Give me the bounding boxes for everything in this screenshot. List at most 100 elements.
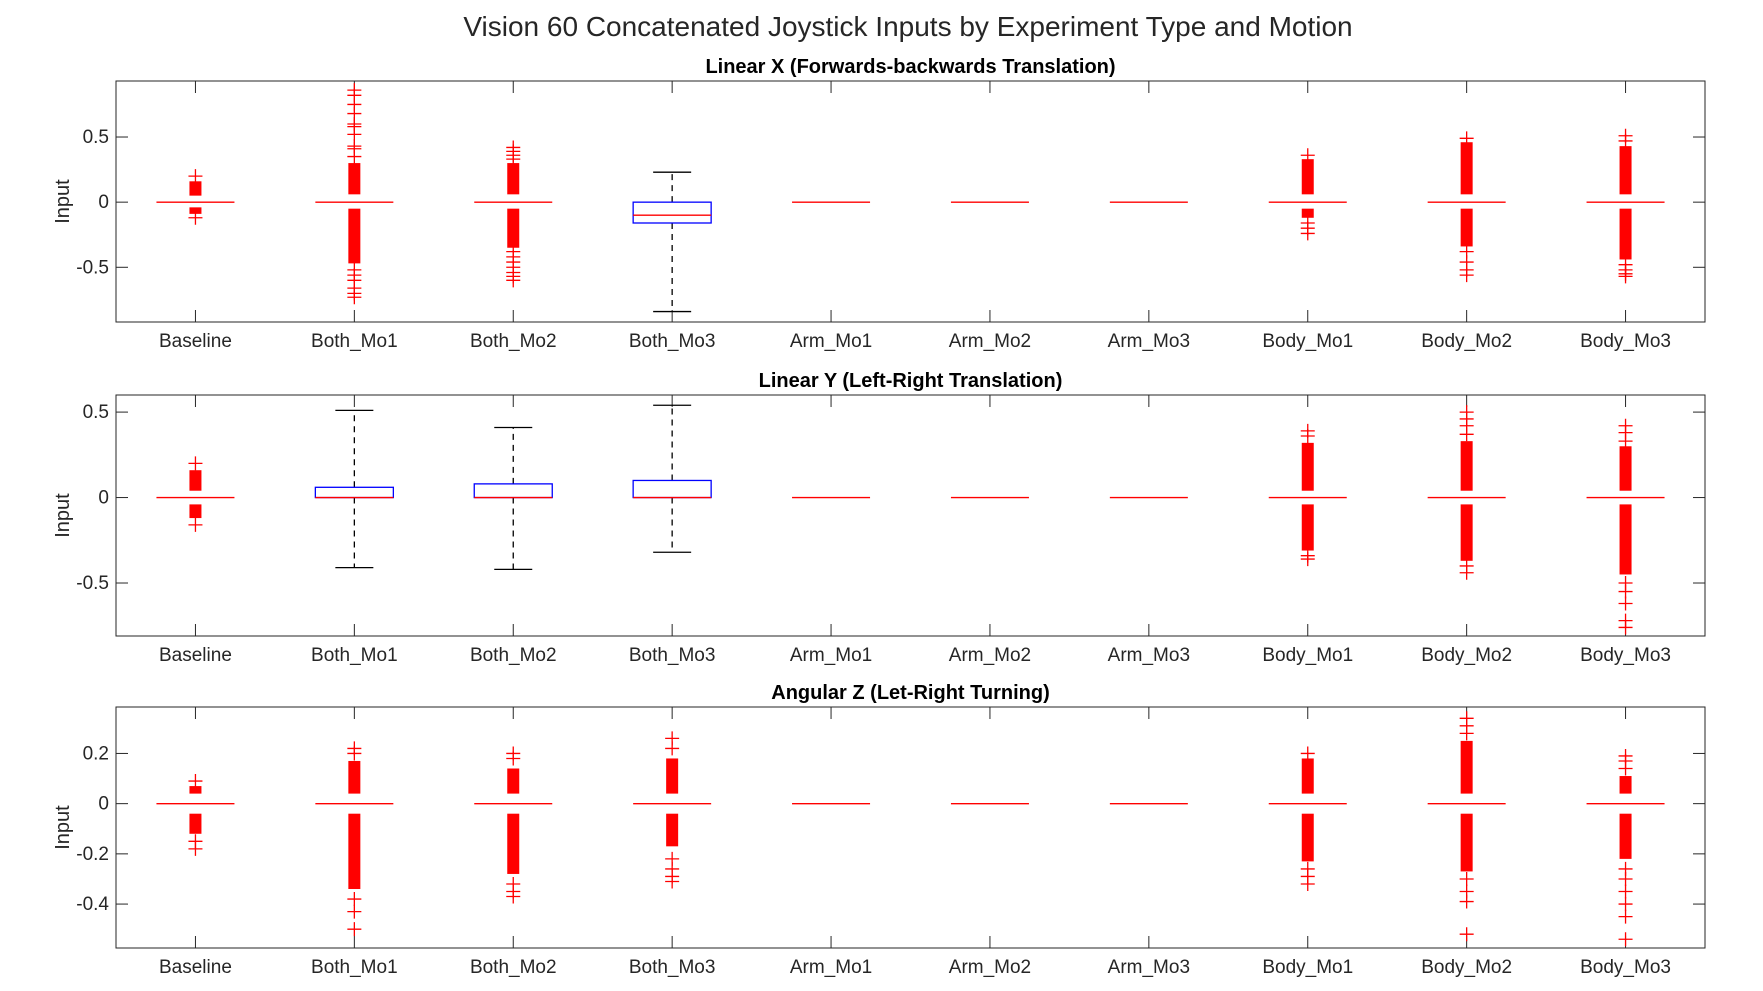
outlier-cluster xyxy=(1301,159,1314,195)
outlier-cluster xyxy=(1460,504,1473,561)
x-tick-label: Both_Mo2 xyxy=(470,645,557,666)
y-axis-label: Input xyxy=(52,493,74,538)
box-Body_Mo1 xyxy=(1268,423,1347,567)
iqr-box xyxy=(632,201,712,224)
x-tick-label: Both_Mo2 xyxy=(470,331,557,352)
outlier-point xyxy=(1618,748,1633,763)
x-tick-label: Both_Mo3 xyxy=(629,645,716,666)
box-Body_Mo3 xyxy=(1586,128,1665,284)
outlier-cluster xyxy=(189,181,202,196)
outlier-cluster xyxy=(348,163,361,195)
box-Both_Mo1 xyxy=(315,83,394,305)
outlier-point xyxy=(506,746,521,761)
subplots: Linear X (Forwards-backwards Translation… xyxy=(52,56,1706,978)
outlier-point xyxy=(347,904,362,919)
box-Body_Mo1 xyxy=(1268,746,1347,891)
outlier-point xyxy=(1618,418,1633,433)
outlier-point xyxy=(1618,932,1633,947)
y-tick-label: -0.4 xyxy=(76,894,109,915)
outlier-cluster xyxy=(189,504,202,519)
x-tick-label: Both_Mo1 xyxy=(311,645,398,666)
box-Body_Mo1 xyxy=(1268,148,1347,241)
subplot-title: Linear Y (Left-Right Translation) xyxy=(759,370,1063,392)
outlier-point xyxy=(1618,620,1633,635)
outlier-point xyxy=(188,210,203,225)
outlier-point xyxy=(1618,596,1633,611)
outlier-cluster xyxy=(348,760,361,794)
outlier-point xyxy=(188,841,203,856)
outlier-cluster xyxy=(189,470,202,491)
box-Both_Mo1 xyxy=(314,409,395,569)
x-tick-label: Both_Mo2 xyxy=(470,957,557,978)
subplot-title: Linear X (Forwards-backwards Translation… xyxy=(705,56,1115,78)
x-tick-label: Arm_Mo2 xyxy=(949,645,1031,666)
outlier-point xyxy=(1618,128,1633,143)
axes-frame xyxy=(115,394,1706,637)
x-tick-label: Arm_Mo1 xyxy=(790,331,872,352)
x-tick-label: Body_Mo3 xyxy=(1580,645,1671,666)
outlier-point xyxy=(506,140,521,155)
outlier-point xyxy=(347,83,362,98)
x-tick-label: Baseline xyxy=(159,331,232,352)
subplot-1: Linear X (Forwards-backwards Translation… xyxy=(52,56,1706,352)
outlier-cluster xyxy=(507,768,520,794)
box-Both_Mo3 xyxy=(632,404,712,553)
y-axis-label: Input xyxy=(52,179,74,224)
x-tick-label: Arm_Mo1 xyxy=(790,645,872,666)
outlier-cluster xyxy=(507,813,520,874)
outlier-cluster xyxy=(1460,142,1473,195)
outlier-point xyxy=(665,874,680,889)
outlier-point xyxy=(1459,268,1474,283)
box-Baseline xyxy=(156,456,235,532)
outlier-cluster xyxy=(1460,208,1473,247)
outlier-cluster xyxy=(1619,776,1632,794)
outlier-point xyxy=(1300,746,1315,761)
outlier-cluster xyxy=(1619,813,1632,859)
y-tick-label: 0 xyxy=(98,192,109,213)
axes-frame xyxy=(115,706,1706,949)
x-tick-label: Arm_Mo3 xyxy=(1108,645,1190,666)
y-tick-label: 0.2 xyxy=(83,743,109,764)
outlier-cluster xyxy=(189,786,202,794)
outlier-point xyxy=(347,290,362,305)
y-tick-label: -0.5 xyxy=(76,257,109,278)
outlier-cluster xyxy=(1619,146,1632,195)
y-tick-label: 0.5 xyxy=(83,402,109,423)
outlier-point xyxy=(1459,131,1474,146)
x-tick-label: Both_Mo1 xyxy=(311,957,398,978)
outlier-point xyxy=(1618,584,1633,599)
outlier-point xyxy=(1618,897,1633,912)
figure-title: Vision 60 Concatenated Joystick Inputs b… xyxy=(463,11,1352,42)
outlier-cluster xyxy=(1301,758,1314,794)
x-tick-label: Body_Mo2 xyxy=(1421,957,1512,978)
outlier-point xyxy=(1618,884,1633,899)
x-tick-label: Baseline xyxy=(159,645,232,666)
outlier-cluster xyxy=(507,208,520,248)
y-tick-label: -0.2 xyxy=(76,844,109,865)
box-Body_Mo3 xyxy=(1586,418,1665,635)
box-Both_Mo1 xyxy=(315,741,394,937)
x-tick-label: Both_Mo1 xyxy=(311,331,398,352)
x-tick-label: Arm_Mo2 xyxy=(949,957,1031,978)
outlier-point xyxy=(188,517,203,532)
outlier-cluster xyxy=(1301,442,1314,491)
outlier-cluster xyxy=(189,813,202,834)
outlier-cluster xyxy=(1301,813,1314,862)
x-tick-label: Both_Mo3 xyxy=(629,957,716,978)
y-tick-label: -0.5 xyxy=(76,573,109,594)
y-axis-label: Input xyxy=(52,805,74,850)
outlier-point xyxy=(1300,148,1315,163)
y-tick-label: 0.5 xyxy=(83,127,109,148)
outlier-point xyxy=(1618,909,1633,924)
outlier-point xyxy=(1459,927,1474,942)
subplot-2: Linear Y (Left-Right Translation) Input -0… xyxy=(52,370,1706,666)
outlier-point xyxy=(1300,552,1315,567)
outlier-point xyxy=(506,273,521,288)
outlier-point xyxy=(1459,871,1474,886)
outlier-point xyxy=(347,741,362,756)
subplot-title: Angular Z (Let-Right Turning) xyxy=(771,682,1049,704)
x-tick-label: Body_Mo1 xyxy=(1262,645,1353,666)
x-tick-label: Body_Mo3 xyxy=(1580,957,1671,978)
outlier-cluster xyxy=(1619,504,1632,575)
